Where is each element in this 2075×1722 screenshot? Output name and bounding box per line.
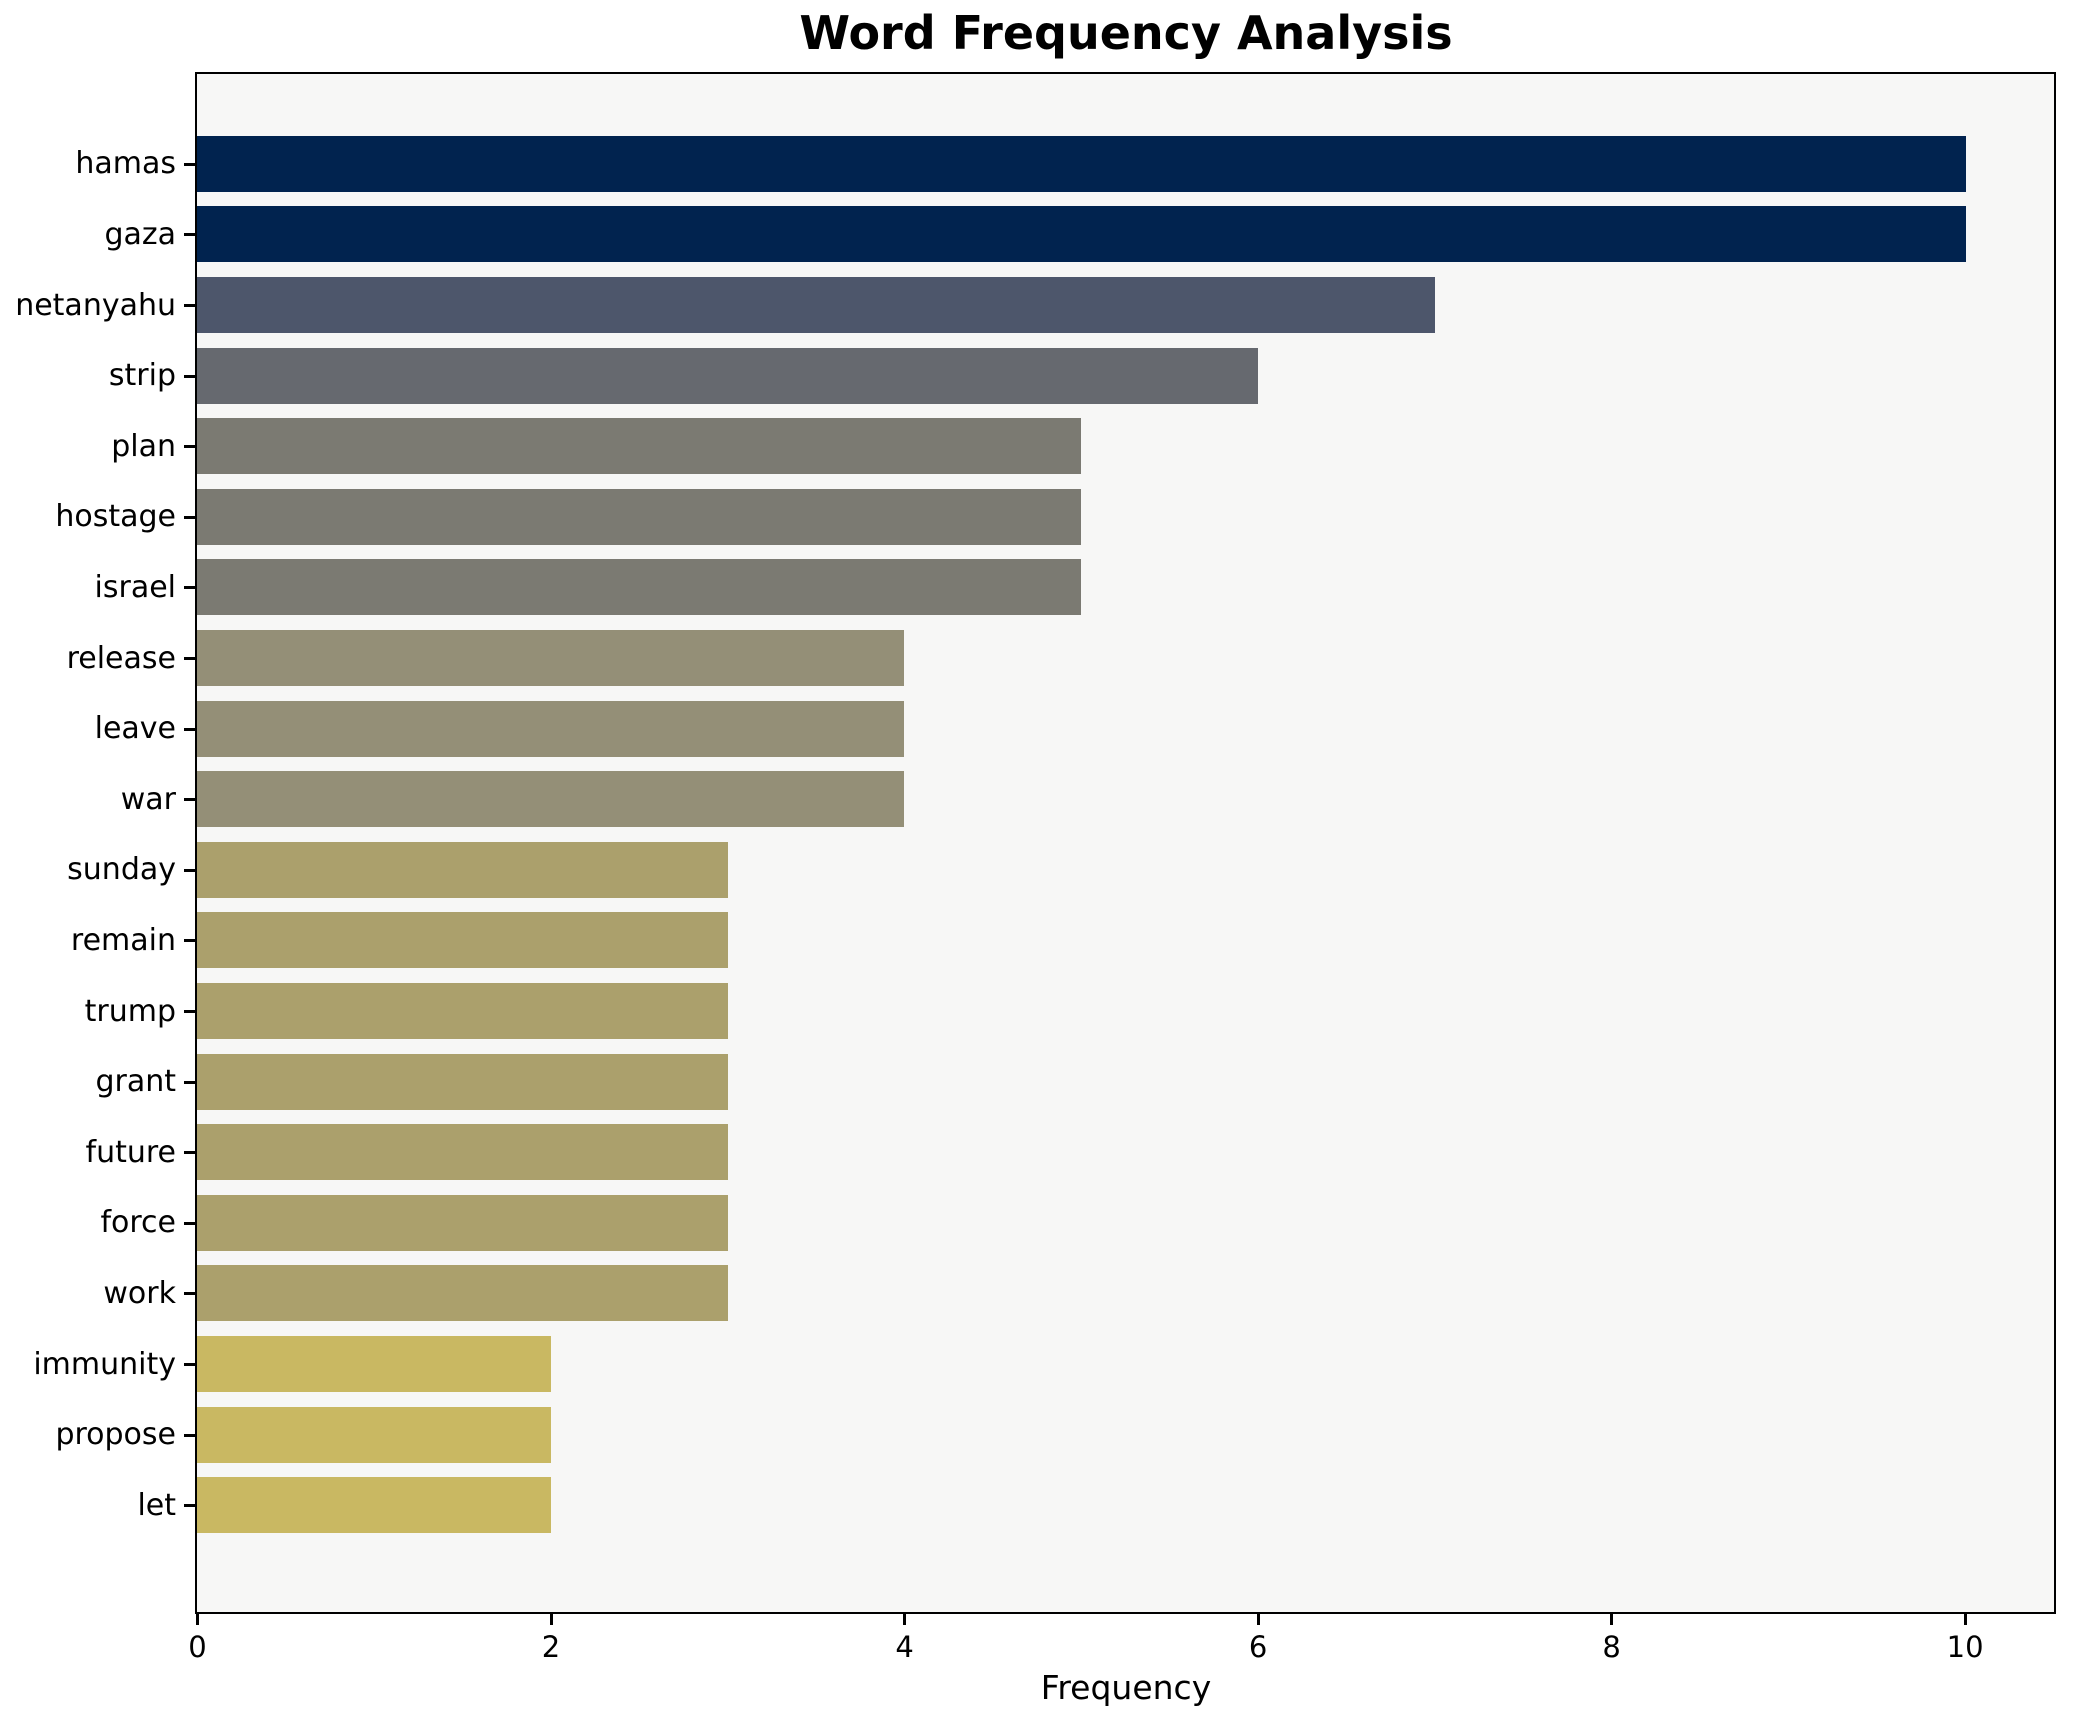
bar-gaza [197, 206, 1966, 263]
y-tick-label-plan: plan [111, 428, 176, 464]
bar-remain [197, 912, 728, 969]
x-tick-mark [903, 1614, 907, 1625]
y-tick-mark [184, 233, 195, 237]
bar-war [197, 771, 905, 828]
bar-hostage [197, 488, 1082, 545]
y-tick-label-let: let [137, 1487, 176, 1523]
bar-work [197, 1265, 728, 1322]
y-tick-label-war: war [120, 781, 176, 817]
y-tick-mark [184, 1363, 195, 1366]
y-tick-mark [184, 1010, 195, 1013]
y-tick-mark [184, 657, 195, 660]
y-tick-mark [184, 304, 195, 307]
y-tick-label-gaza: gaza [104, 216, 176, 252]
bar-israel [197, 559, 1082, 616]
y-tick-mark [184, 1292, 195, 1296]
y-tick-mark [184, 374, 195, 378]
y-tick-label-strip: strip [108, 358, 176, 394]
x-tick-mark [1963, 1614, 1967, 1625]
y-tick-mark [184, 798, 195, 802]
x-axis-label: Frequency [1040, 1668, 1212, 1707]
y-tick-label-hamas: hamas [75, 146, 176, 182]
y-tick-label-sunday: sunday [67, 852, 176, 888]
x-tick-label-0: 0 [188, 1630, 207, 1664]
y-tick-mark [184, 939, 195, 943]
y-tick-label-israel: israel [94, 569, 176, 605]
x-tick-label-2: 2 [541, 1630, 561, 1664]
plot-area [195, 72, 2056, 1614]
bar-future [197, 1124, 728, 1181]
y-tick-label-netanyahu: netanyahu [15, 287, 176, 323]
bar-leave [197, 700, 905, 757]
bar-hamas [197, 135, 1966, 192]
y-tick-label-release: release [66, 640, 176, 676]
x-tick-label-6: 6 [1248, 1630, 1268, 1664]
y-tick-label-remain: remain [70, 922, 176, 958]
y-tick-mark [184, 515, 195, 519]
y-tick-label-leave: leave [94, 711, 176, 747]
y-tick-label-hostage: hostage [55, 499, 176, 535]
bar-let [197, 1477, 551, 1534]
y-tick-mark [184, 162, 195, 166]
x-tick-label-10: 10 [1946, 1630, 1984, 1664]
bar-immunity [197, 1336, 551, 1392]
bar-release [197, 630, 905, 686]
y-tick-label-immunity: immunity [33, 1346, 176, 1382]
x-tick-mark [196, 1614, 199, 1625]
y-tick-mark [184, 1221, 195, 1225]
y-tick-mark [184, 868, 195, 872]
chart-title: Word Frequency Analysis [799, 6, 1453, 60]
y-tick-mark [184, 445, 195, 449]
bar-grant [197, 1053, 728, 1110]
y-tick-label-future: future [85, 1134, 176, 1170]
y-tick-mark [184, 1151, 195, 1155]
x-tick-mark [1610, 1614, 1614, 1625]
y-tick-label-propose: propose [55, 1417, 176, 1453]
y-tick-label-force: force [100, 1205, 176, 1241]
x-tick-mark [549, 1614, 553, 1625]
bar-netanyahu [197, 277, 1435, 333]
y-tick-mark [184, 1080, 195, 1084]
y-tick-mark [184, 1433, 195, 1437]
y-tick-label-trump: trump [84, 993, 176, 1029]
x-tick-mark [1256, 1614, 1260, 1625]
bars-container [197, 74, 2054, 1612]
bar-sunday [197, 841, 728, 898]
bar-force [197, 1194, 728, 1251]
y-tick-mark [184, 586, 195, 590]
bar-strip [197, 347, 1259, 404]
y-tick-mark [184, 727, 195, 731]
y-tick-mark [184, 1504, 195, 1508]
y-tick-label-work: work [103, 1275, 176, 1311]
x-tick-label-8: 8 [1602, 1630, 1621, 1664]
y-tick-label-grant: grant [95, 1064, 176, 1100]
bar-plan [197, 418, 1082, 475]
x-tick-label-4: 4 [895, 1630, 914, 1664]
bar-trump [197, 983, 728, 1039]
bar-propose [197, 1406, 551, 1463]
